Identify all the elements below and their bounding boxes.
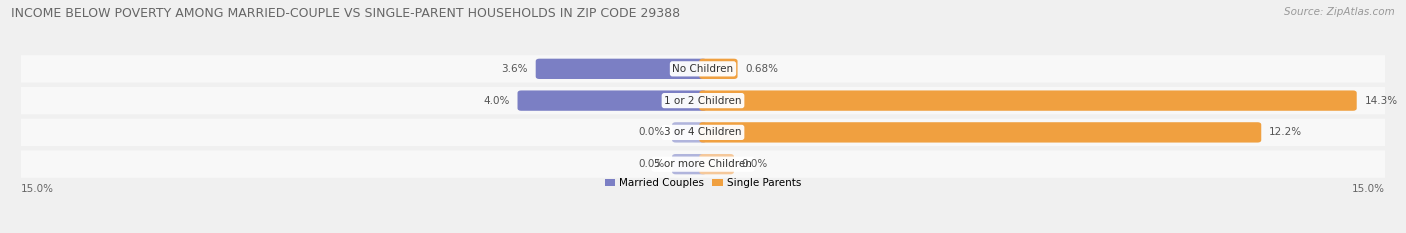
Text: 4.0%: 4.0% — [484, 96, 510, 106]
Text: 0.0%: 0.0% — [638, 159, 665, 169]
FancyBboxPatch shape — [15, 119, 1391, 146]
FancyBboxPatch shape — [699, 122, 1261, 143]
Text: 15.0%: 15.0% — [21, 184, 53, 194]
Text: 0.0%: 0.0% — [741, 159, 768, 169]
FancyBboxPatch shape — [15, 55, 1391, 82]
Text: 5 or more Children: 5 or more Children — [654, 159, 752, 169]
Text: 12.2%: 12.2% — [1270, 127, 1302, 137]
FancyBboxPatch shape — [536, 59, 707, 79]
Text: No Children: No Children — [672, 64, 734, 74]
Text: 3 or 4 Children: 3 or 4 Children — [664, 127, 742, 137]
Legend: Married Couples, Single Parents: Married Couples, Single Parents — [600, 174, 806, 192]
Text: 3.6%: 3.6% — [502, 64, 529, 74]
Text: INCOME BELOW POVERTY AMONG MARRIED-COUPLE VS SINGLE-PARENT HOUSEHOLDS IN ZIP COD: INCOME BELOW POVERTY AMONG MARRIED-COUPL… — [11, 7, 681, 20]
Text: 0.0%: 0.0% — [638, 127, 665, 137]
Text: 1 or 2 Children: 1 or 2 Children — [664, 96, 742, 106]
FancyBboxPatch shape — [15, 151, 1391, 178]
Text: 15.0%: 15.0% — [1353, 184, 1385, 194]
FancyBboxPatch shape — [699, 154, 734, 174]
Text: 14.3%: 14.3% — [1364, 96, 1398, 106]
FancyBboxPatch shape — [699, 90, 1357, 111]
FancyBboxPatch shape — [517, 90, 707, 111]
FancyBboxPatch shape — [672, 154, 707, 174]
Text: Source: ZipAtlas.com: Source: ZipAtlas.com — [1284, 7, 1395, 17]
Text: 0.68%: 0.68% — [745, 64, 779, 74]
FancyBboxPatch shape — [672, 122, 707, 143]
FancyBboxPatch shape — [15, 87, 1391, 114]
FancyBboxPatch shape — [699, 59, 738, 79]
